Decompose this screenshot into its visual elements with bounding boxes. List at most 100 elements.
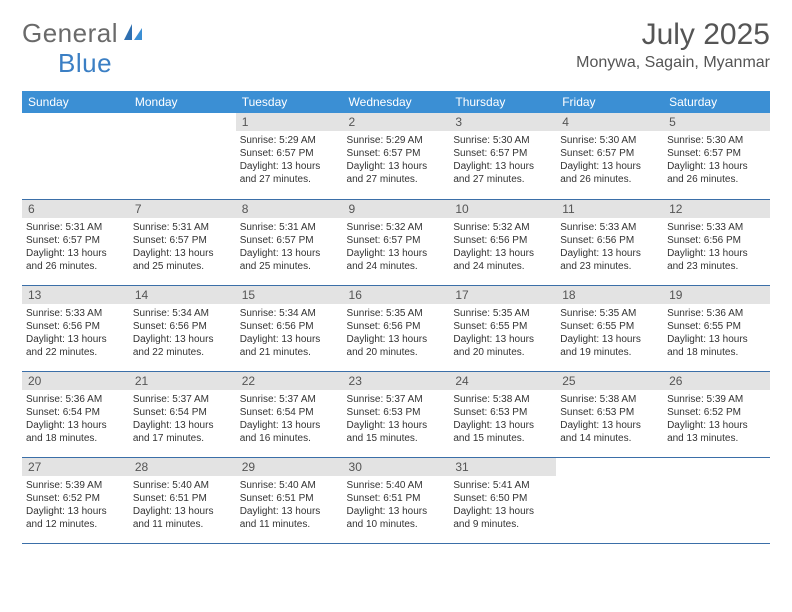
day-line: Sunset: 6:57 PM [347,147,446,160]
day-body: Sunrise: 5:33 AMSunset: 6:56 PMDaylight:… [22,304,129,361]
day-line: Sunset: 6:51 PM [133,492,232,505]
day-body: Sunrise: 5:35 AMSunset: 6:55 PMDaylight:… [556,304,663,361]
day-line: Daylight: 13 hours [240,160,339,173]
day-line: and 24 minutes. [347,260,446,273]
day-body: Sunrise: 5:32 AMSunset: 6:57 PMDaylight:… [343,218,450,275]
day-line: Daylight: 13 hours [453,505,552,518]
day-line: Daylight: 13 hours [560,333,659,346]
day-line: and 11 minutes. [133,518,232,531]
day-body: Sunrise: 5:32 AMSunset: 6:56 PMDaylight:… [449,218,556,275]
calendar-row: 6Sunrise: 5:31 AMSunset: 6:57 PMDaylight… [22,199,770,285]
day-line: Sunset: 6:56 PM [240,320,339,333]
day-line: Sunrise: 5:31 AM [26,221,125,234]
day-line: Daylight: 13 hours [240,505,339,518]
day-line: Sunrise: 5:38 AM [560,393,659,406]
calendar-row: 1Sunrise: 5:29 AMSunset: 6:57 PMDaylight… [22,113,770,199]
day-number: 7 [129,200,236,218]
calendar-cell: 1Sunrise: 5:29 AMSunset: 6:57 PMDaylight… [236,113,343,199]
day-line: Sunrise: 5:40 AM [133,479,232,492]
calendar-cell: 9Sunrise: 5:32 AMSunset: 6:57 PMDaylight… [343,199,450,285]
day-line: and 22 minutes. [26,346,125,359]
day-line: Sunrise: 5:34 AM [240,307,339,320]
day-number [663,458,770,476]
day-line: Daylight: 13 hours [347,505,446,518]
title-block: July 2025 Monywa, Sagain, Myanmar [576,18,770,72]
day-body: Sunrise: 5:31 AMSunset: 6:57 PMDaylight:… [22,218,129,275]
day-line: and 23 minutes. [667,260,766,273]
day-header: Thursday [449,91,556,113]
brand-word-general: General [22,18,118,49]
day-line: Sunset: 6:50 PM [453,492,552,505]
day-number: 6 [22,200,129,218]
day-line: and 15 minutes. [453,432,552,445]
day-line: Sunrise: 5:39 AM [667,393,766,406]
day-number: 13 [22,286,129,304]
day-line: Sunrise: 5:36 AM [26,393,125,406]
calendar-cell: 6Sunrise: 5:31 AMSunset: 6:57 PMDaylight… [22,199,129,285]
day-number: 5 [663,113,770,131]
day-line: Sunset: 6:56 PM [453,234,552,247]
calendar-row: 20Sunrise: 5:36 AMSunset: 6:54 PMDayligh… [22,371,770,457]
day-line: and 25 minutes. [240,260,339,273]
day-body: Sunrise: 5:31 AMSunset: 6:57 PMDaylight:… [129,218,236,275]
day-line: and 20 minutes. [453,346,552,359]
day-line: Sunset: 6:54 PM [26,406,125,419]
day-line: Daylight: 13 hours [133,247,232,260]
day-line: and 20 minutes. [347,346,446,359]
calendar-cell: 22Sunrise: 5:37 AMSunset: 6:54 PMDayligh… [236,371,343,457]
calendar-cell: 14Sunrise: 5:34 AMSunset: 6:56 PMDayligh… [129,285,236,371]
calendar-cell: 27Sunrise: 5:39 AMSunset: 6:52 PMDayligh… [22,457,129,543]
day-line: Sunset: 6:55 PM [560,320,659,333]
day-line: Sunset: 6:53 PM [347,406,446,419]
day-line: and 13 minutes. [667,432,766,445]
calendar-cell: 20Sunrise: 5:36 AMSunset: 6:54 PMDayligh… [22,371,129,457]
day-line: Daylight: 13 hours [26,419,125,432]
calendar-cell: 4Sunrise: 5:30 AMSunset: 6:57 PMDaylight… [556,113,663,199]
day-body: Sunrise: 5:33 AMSunset: 6:56 PMDaylight:… [663,218,770,275]
day-line: Sunrise: 5:34 AM [133,307,232,320]
day-body: Sunrise: 5:29 AMSunset: 6:57 PMDaylight:… [343,131,450,188]
day-line: Sunset: 6:57 PM [240,234,339,247]
day-body: Sunrise: 5:35 AMSunset: 6:55 PMDaylight:… [449,304,556,361]
day-line: Daylight: 13 hours [667,160,766,173]
day-header: Tuesday [236,91,343,113]
day-line: and 23 minutes. [560,260,659,273]
day-header: Monday [129,91,236,113]
day-body [663,476,770,481]
day-line: Sunrise: 5:41 AM [453,479,552,492]
day-body: Sunrise: 5:38 AMSunset: 6:53 PMDaylight:… [449,390,556,447]
calendar-cell: 19Sunrise: 5:36 AMSunset: 6:55 PMDayligh… [663,285,770,371]
day-body: Sunrise: 5:36 AMSunset: 6:54 PMDaylight:… [22,390,129,447]
day-number: 30 [343,458,450,476]
calendar-cell: 10Sunrise: 5:32 AMSunset: 6:56 PMDayligh… [449,199,556,285]
calendar-head: SundayMondayTuesdayWednesdayThursdayFrid… [22,91,770,113]
day-line: Sunrise: 5:35 AM [347,307,446,320]
day-line: and 27 minutes. [240,173,339,186]
day-header: Saturday [663,91,770,113]
day-line: Daylight: 13 hours [560,160,659,173]
day-number: 24 [449,372,556,390]
day-line: Sunrise: 5:33 AM [560,221,659,234]
day-line: and 26 minutes. [667,173,766,186]
day-line: Daylight: 13 hours [133,419,232,432]
calendar-cell: 23Sunrise: 5:37 AMSunset: 6:53 PMDayligh… [343,371,450,457]
day-number: 11 [556,200,663,218]
calendar-cell: 12Sunrise: 5:33 AMSunset: 6:56 PMDayligh… [663,199,770,285]
day-line: and 27 minutes. [453,173,552,186]
calendar-cell [663,457,770,543]
day-header: Sunday [22,91,129,113]
calendar-cell [129,113,236,199]
day-number: 9 [343,200,450,218]
day-line: Sunrise: 5:37 AM [347,393,446,406]
calendar-cell: 2Sunrise: 5:29 AMSunset: 6:57 PMDaylight… [343,113,450,199]
day-body: Sunrise: 5:37 AMSunset: 6:54 PMDaylight:… [236,390,343,447]
day-line: Sunset: 6:56 PM [667,234,766,247]
day-line: and 18 minutes. [667,346,766,359]
day-line: Sunset: 6:55 PM [453,320,552,333]
day-line: Daylight: 13 hours [347,160,446,173]
calendar-cell: 28Sunrise: 5:40 AMSunset: 6:51 PMDayligh… [129,457,236,543]
day-body [129,131,236,136]
day-number: 23 [343,372,450,390]
calendar-cell: 17Sunrise: 5:35 AMSunset: 6:55 PMDayligh… [449,285,556,371]
day-body: Sunrise: 5:37 AMSunset: 6:53 PMDaylight:… [343,390,450,447]
